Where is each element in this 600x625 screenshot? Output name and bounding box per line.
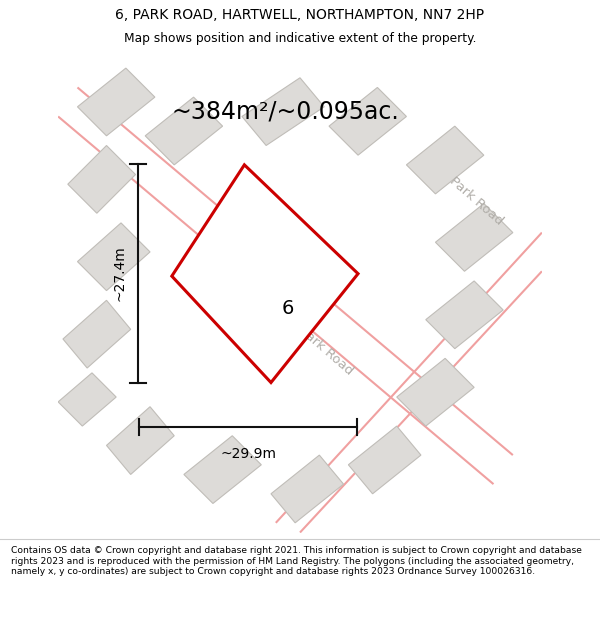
Polygon shape (271, 455, 344, 523)
Text: Contains OS data © Crown copyright and database right 2021. This information is : Contains OS data © Crown copyright and d… (11, 546, 581, 576)
Polygon shape (397, 358, 474, 426)
Polygon shape (77, 68, 155, 136)
Polygon shape (106, 407, 174, 474)
Text: Park Road: Park Road (448, 174, 506, 228)
Text: ~384m²/~0.095ac.: ~384m²/~0.095ac. (172, 99, 400, 124)
Polygon shape (184, 436, 261, 504)
Polygon shape (77, 223, 150, 291)
Polygon shape (426, 281, 503, 349)
Polygon shape (68, 146, 136, 213)
Text: 6, PARK ROAD, HARTWELL, NORTHAMPTON, NN7 2HP: 6, PARK ROAD, HARTWELL, NORTHAMPTON, NN7… (115, 8, 485, 22)
Polygon shape (145, 97, 223, 165)
Polygon shape (349, 426, 421, 494)
Text: ~29.9m: ~29.9m (220, 447, 276, 461)
Polygon shape (329, 88, 406, 155)
Polygon shape (63, 300, 131, 368)
Text: ~27.4m: ~27.4m (113, 246, 127, 301)
Text: 6: 6 (282, 299, 294, 318)
Polygon shape (406, 126, 484, 194)
Polygon shape (58, 373, 116, 426)
Polygon shape (436, 204, 513, 271)
Polygon shape (172, 165, 358, 382)
Text: Map shows position and indicative extent of the property.: Map shows position and indicative extent… (124, 31, 476, 44)
Polygon shape (242, 78, 324, 146)
Text: Park Road: Park Road (298, 324, 356, 378)
